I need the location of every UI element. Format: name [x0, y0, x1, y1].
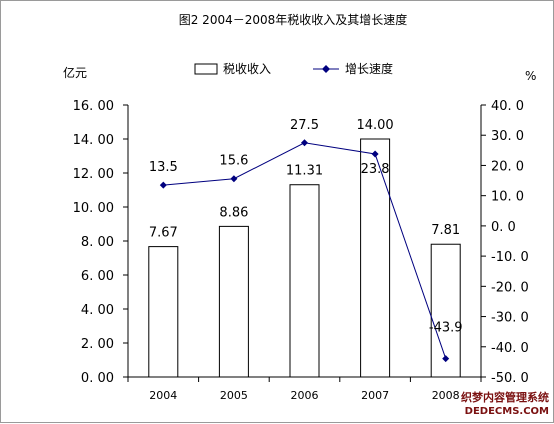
growth-point [159, 181, 167, 189]
right-tick-label: 0. 0 [491, 220, 516, 235]
right-tick-label: -50. 0 [491, 371, 529, 386]
right-tick-label: 10. 0 [491, 190, 524, 205]
x-tick-label: 2005 [220, 389, 248, 402]
legend-line-marker [322, 65, 330, 73]
bar-value-label: 8.86 [219, 205, 248, 220]
watermark-line2: DEDECMS.COM [465, 406, 549, 417]
bar-value-label: 14.00 [356, 118, 393, 133]
growth-value-label: 27.5 [290, 118, 319, 133]
x-tick-label: 2004 [149, 389, 177, 402]
left-tick-label: 4. 00 [81, 303, 114, 318]
data-labels: 7.67 8.86 11.31 14.00 7.81 13.5 15.6 27.5 23.8 -4… [149, 118, 463, 336]
growth-point [230, 175, 238, 183]
x-axis: 2004 2005 2006 2007 2008 [127, 376, 482, 402]
left-tick-label: 8. 00 [81, 235, 114, 250]
left-tick-label: 14. 00 [73, 133, 114, 148]
bar [430, 243, 461, 378]
bar-value-label: 7.67 [149, 226, 178, 241]
growth-point [371, 150, 379, 158]
right-tick-label: -20. 0 [491, 280, 529, 295]
bar-value-label: 11.31 [286, 164, 323, 179]
x-tick-label: 2007 [361, 389, 389, 402]
x-tick-label: 2008 [432, 389, 460, 402]
right-axis: -50. 0 -40. 0 -30. 0 -20. 0 -10. 0 0. 0 10. 0 2… [480, 99, 529, 386]
left-axis-label: 亿元 [63, 65, 87, 80]
bar [360, 138, 391, 378]
right-tick-label: -40. 0 [491, 341, 529, 356]
growth-value-label: 13.5 [149, 160, 178, 175]
left-tick-label: 0. 00 [81, 371, 114, 386]
watermark: 织梦内容管理系统 DEDECMS.COM [461, 390, 549, 417]
right-tick-label: -30. 0 [491, 311, 529, 326]
bar [218, 225, 249, 378]
left-tick-label: 10. 00 [73, 201, 114, 216]
left-tick-label: 2. 00 [81, 337, 114, 352]
legend: 税收收入 增长速度 [194, 61, 393, 76]
bar-series [148, 138, 461, 378]
watermark-line1: 织梦内容管理系统 [461, 390, 549, 404]
right-tick-label: -10. 0 [491, 250, 529, 265]
left-tick-label: 12. 00 [73, 167, 114, 182]
x-tick-label: 2006 [291, 389, 319, 402]
chart-title: 图2 2004－2008年税收收入及其增长速度 [179, 12, 408, 27]
growth-value-label: -43.9 [429, 321, 463, 336]
right-tick-label: 30. 0 [491, 129, 524, 144]
growth-value-label: 15.6 [219, 154, 248, 169]
right-tick-label: 40. 0 [491, 99, 524, 114]
growth-point [301, 139, 308, 147]
left-axis: 0. 00 2. 00 4. 00 6. 00 8. 00 10. 00 12. 00 14.… [73, 99, 129, 386]
right-tick-label: 20. 0 [491, 159, 524, 174]
right-axis-label: % [525, 69, 536, 83]
line-series [159, 139, 450, 363]
legend-line-label: 增长速度 [345, 61, 393, 76]
legend-bar-swatch [194, 63, 218, 75]
bar [289, 184, 320, 378]
growth-value-label: 23.8 [361, 162, 390, 177]
legend-bar-label: 税收收入 [223, 62, 271, 76]
bar [148, 246, 179, 378]
left-tick-label: 6. 00 [81, 269, 114, 284]
bar-value-label: 7.81 [431, 223, 460, 238]
growth-point [442, 355, 450, 363]
left-tick-label: 16. 00 [73, 99, 114, 114]
